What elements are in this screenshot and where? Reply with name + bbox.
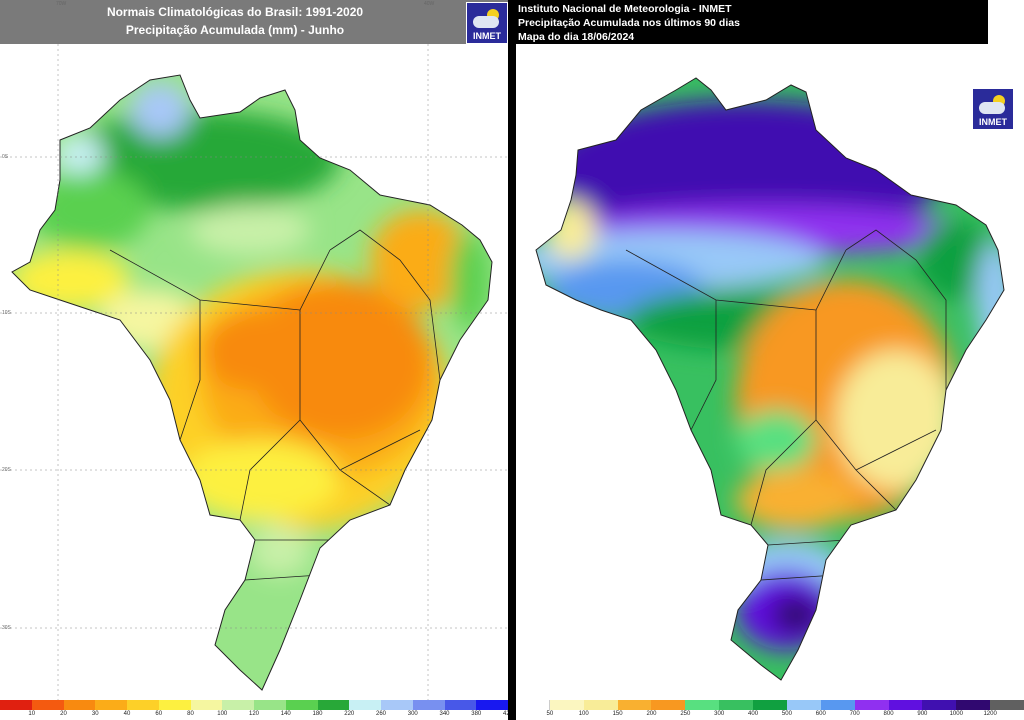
lat-label: 10S [2, 310, 11, 316]
legend-tick-label: 1000 [949, 711, 963, 717]
legend-tick-label: 260 [375, 711, 387, 717]
legend-swatch [719, 700, 754, 710]
legend-tick-label: 180 [312, 711, 323, 717]
map-date: Mapa do dia 18/06/2024 [518, 31, 635, 43]
inmet-logo-icon: INMET [972, 88, 1014, 130]
legend-swatch [254, 700, 287, 710]
color-legend: 10 20 30 40 60 80 100 120 140 180 220 260 300 340 380 4… [0, 700, 508, 720]
legend-swatch [95, 700, 128, 710]
title-bar: Instituto Nacional de Meteorologia - INM… [516, 0, 988, 44]
legend-swatch [158, 700, 191, 710]
legend-tick-label: 120 [248, 711, 260, 717]
legend-tick-label: 300 [714, 711, 725, 717]
climatology-map-panel: Normais Climatológicas do Brasil: 1991-2… [0, 0, 508, 720]
accumulated-precip-map-panel: Instituto Nacional de Meteorologia - INM… [516, 0, 1024, 720]
legend-swatch [516, 700, 551, 710]
legend-swatch [476, 700, 508, 710]
legend-tick-label: 220 [344, 711, 355, 717]
map-subtitle: Precipitação Acumulada (mm) - Junho [125, 23, 345, 37]
legend-swatch [127, 700, 160, 710]
logo-label: INMET [473, 31, 501, 41]
legend-swatch [854, 700, 890, 710]
legend-tick-label: 20 [60, 711, 67, 717]
lon-label: 40W [424, 1, 435, 7]
accumulated-precip-map [535, 77, 1005, 681]
legend-tick-label: 10 [28, 711, 36, 717]
legend-swatch [31, 700, 64, 710]
legend-tick-label: 600 [815, 711, 826, 717]
legend-swatch [820, 700, 856, 710]
legend-tick-label: 250 [680, 711, 691, 717]
lat-label: 20S [2, 467, 11, 473]
legend-swatch [190, 700, 223, 710]
map-subtitle: Precipitação Acumulada nos últimos 90 di… [518, 17, 740, 29]
legend-tick-label: 340 [439, 711, 450, 717]
legend-swatch [922, 700, 957, 710]
legend-tick-label: 50 [546, 711, 554, 717]
legend-tick-label: 900 [917, 711, 928, 717]
legend-swatch [956, 700, 991, 710]
lat-label: 30S [2, 625, 11, 631]
legend-swatch [63, 700, 96, 710]
legend-swatch [685, 700, 720, 710]
title-bar: Normais Climatológicas do Brasil: 1991-2… [0, 0, 508, 44]
legend-tick-label: 300 [407, 711, 418, 717]
legend-tick-label: 380 [471, 711, 482, 717]
legend-swatch [651, 700, 686, 710]
legend-swatch [349, 700, 382, 710]
legend-swatch [549, 700, 585, 710]
map-title: Instituto Nacional de Meteorologia - INM… [518, 3, 732, 15]
legend-tick-label: 30 [91, 711, 99, 717]
legend-tick-label: 140 [280, 711, 291, 717]
legend-swatch [617, 700, 652, 710]
legend-tick-label: 700 [849, 711, 860, 717]
legend-swatch [412, 700, 445, 710]
legend-swatch [583, 700, 619, 710]
logo-label: INMET [979, 117, 1007, 127]
legend-tick-label: 150 [612, 711, 623, 717]
legend-tick-label: 80 [187, 711, 194, 717]
legend-swatch [753, 700, 788, 710]
lon-label: 70W [56, 1, 67, 7]
legend-swatch [0, 700, 33, 710]
legend-tick-label: 100 [578, 711, 589, 717]
legend-swatch [285, 700, 318, 710]
inmet-logo-icon: INMET [466, 2, 508, 44]
legend-swatch [381, 700, 414, 710]
legend-tick-label: 500 [781, 711, 792, 717]
map-title: Normais Climatológicas do Brasil: 1991-2… [106, 5, 364, 19]
lat-label: 0S [2, 154, 9, 160]
legend-swatch [888, 700, 923, 710]
legend-tick-label: 400 [748, 711, 759, 717]
legend-tick-label: 100 [217, 711, 228, 717]
legend-swatch [317, 700, 350, 710]
legend-swatch [444, 700, 477, 710]
legend-swatch [786, 700, 822, 710]
color-legend: 50 100 150 200 250 300 400 500 600 700 800 900 1000 1… [516, 700, 1024, 720]
legend-tick-label: 1200 [983, 711, 997, 717]
legend-tick-label: 60 [155, 711, 163, 717]
legend-swatch [222, 700, 255, 710]
legend-swatch [990, 700, 1024, 710]
legend-tick-label: 800 [883, 711, 894, 717]
legend-tick-label: 200 [646, 711, 657, 717]
legend-tick-label: 420 [502, 711, 508, 717]
legend-tick-label: 40 [123, 711, 131, 717]
climatology-map [0, 44, 508, 700]
